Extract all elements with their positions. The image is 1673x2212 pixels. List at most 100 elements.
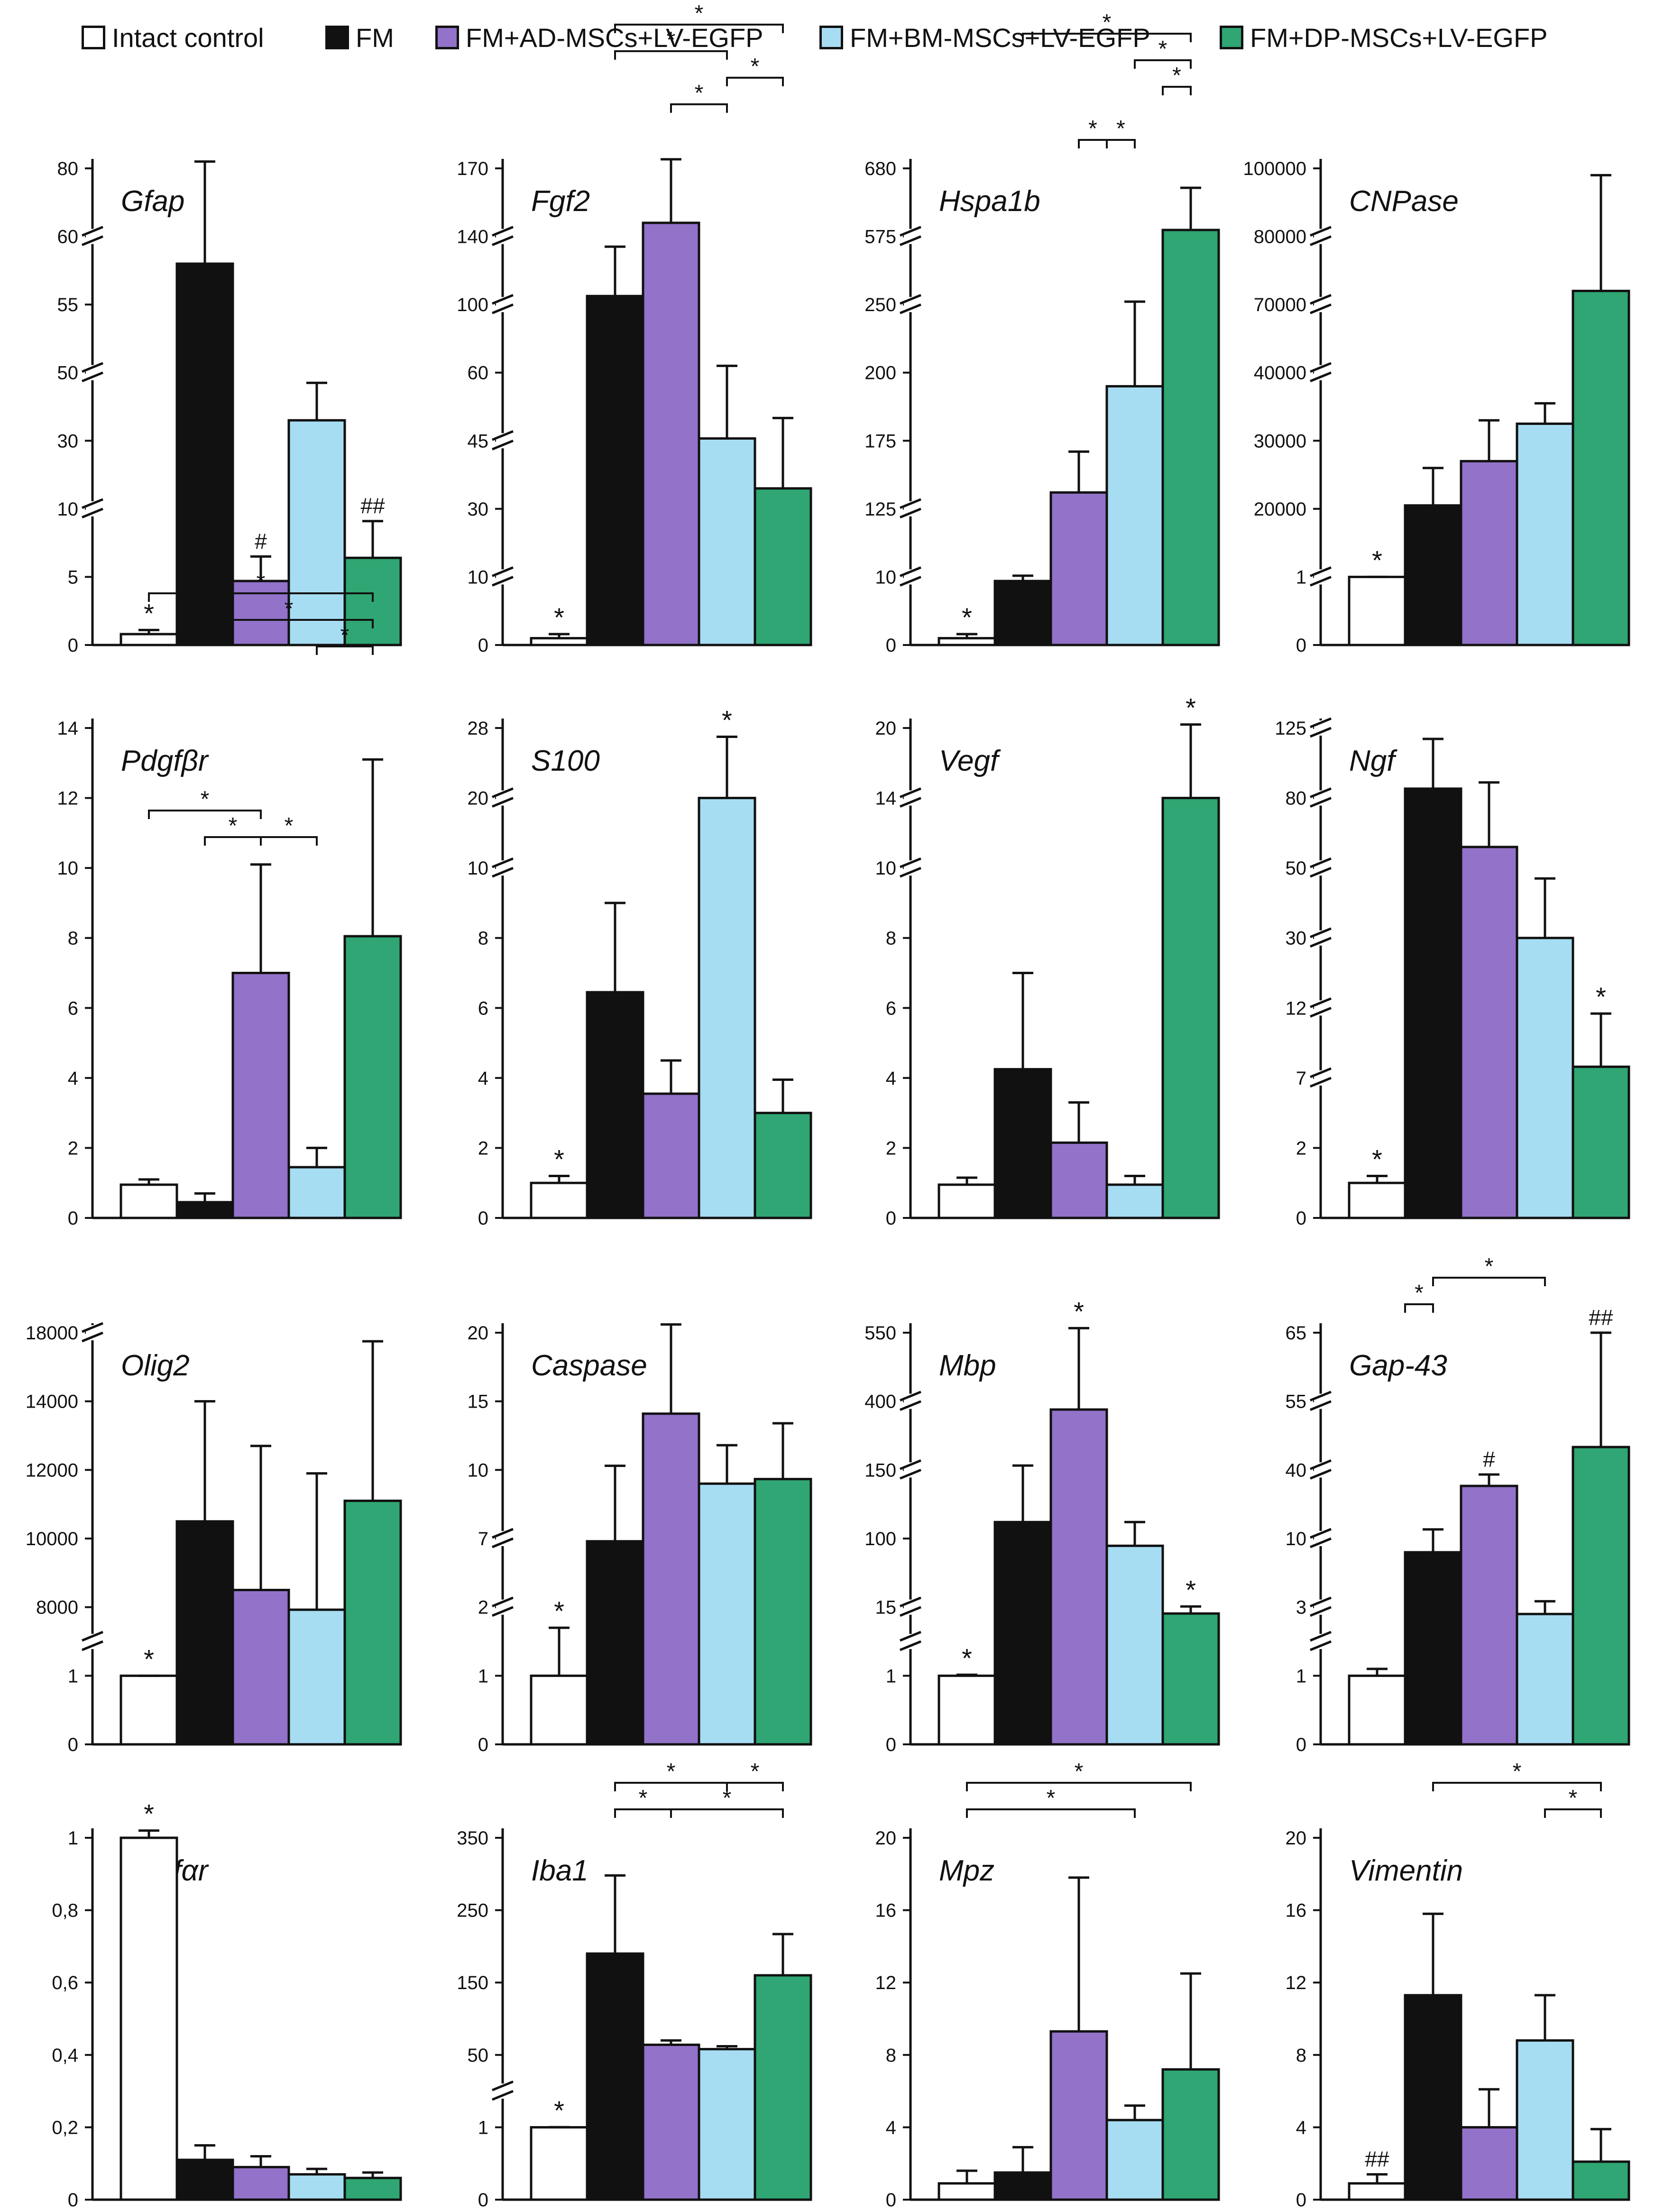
legend-swatch-intact-control bbox=[82, 26, 105, 49]
axis-break-mark bbox=[1310, 1631, 1332, 1642]
axis-break-mark bbox=[492, 226, 514, 237]
bracket-label: * bbox=[1088, 116, 1097, 141]
y-tick-label: 1 bbox=[1296, 567, 1306, 588]
significance-bracket bbox=[1432, 1277, 1546, 1286]
y-tick-label: 0,4 bbox=[52, 2045, 78, 2066]
chart-title: Caspase bbox=[531, 1349, 647, 1382]
axis-break-mark bbox=[1310, 997, 1332, 1008]
axis-break-mark bbox=[1310, 235, 1332, 246]
bracket-label: * bbox=[639, 1786, 648, 1811]
chart-title: Fgf2 bbox=[531, 185, 590, 218]
axis-break-mark bbox=[492, 857, 514, 868]
bar-3 bbox=[1460, 1484, 1518, 1746]
axis-break-mark bbox=[82, 1331, 103, 1343]
y-tick-label: 14000 bbox=[26, 1392, 78, 1412]
y-tick-label: 150 bbox=[457, 1972, 488, 1993]
axis-break-mark bbox=[900, 1631, 921, 1642]
y-tick-label: 8 bbox=[886, 2045, 896, 2066]
chart-title: Ngf bbox=[1349, 745, 1397, 777]
significance-mark: * bbox=[144, 1644, 154, 1674]
y-tick-label: 0 bbox=[886, 1208, 896, 1229]
y-tick-label: 10 bbox=[1286, 1529, 1307, 1549]
bar-1 bbox=[120, 1183, 178, 1219]
y-tick-label: 5 bbox=[68, 567, 78, 588]
bar-4 bbox=[287, 2173, 346, 2201]
chart-ngf: 0 2 7 12 30 50 80 125 Ngf * * bbox=[1275, 717, 1630, 1229]
bar-2 bbox=[993, 1521, 1052, 1746]
y-tick-label: 60 bbox=[468, 363, 489, 384]
significance-mark: * bbox=[962, 1643, 972, 1673]
axis-break-mark bbox=[900, 857, 921, 868]
y-tick-label: 550 bbox=[864, 1323, 896, 1344]
chart-title: S100 bbox=[531, 745, 600, 777]
significance-mark: ## bbox=[1589, 1305, 1613, 1330]
bar-4 bbox=[698, 1482, 756, 1746]
significance-mark: # bbox=[1483, 1447, 1495, 1472]
significance-bracket bbox=[1162, 86, 1192, 95]
chart-mbp: 0 1 15 100 150 400 550 Mbp * * * bbox=[864, 1296, 1220, 1755]
legend-item-bm-mscs: FM+BM-MSCs+LV-EGFP bbox=[819, 21, 1150, 54]
y-tick-label: 28 bbox=[468, 718, 489, 739]
bar-4 bbox=[287, 419, 346, 646]
y-tick-label: 150 bbox=[864, 1460, 896, 1481]
significance-mark: * bbox=[1372, 1144, 1382, 1174]
y-tick-label: 100 bbox=[457, 295, 488, 315]
axis-break-mark bbox=[900, 1391, 921, 1401]
y-tick-label: 8 bbox=[478, 928, 488, 949]
legend-swatch-ad-mscs bbox=[435, 26, 459, 49]
axis-break-mark bbox=[900, 1469, 921, 1480]
axis-break-mark bbox=[1310, 1400, 1332, 1411]
significance-bracket bbox=[670, 1808, 784, 1818]
chart-s100: 0 2 4 6 8 10 20 28 S100 * * bbox=[468, 705, 812, 1229]
y-tick-label: 0,8 bbox=[52, 1900, 78, 1921]
bracket-label: * bbox=[1047, 1786, 1056, 1811]
y-tick-label: 2 bbox=[886, 1138, 896, 1159]
bracket-label: * bbox=[667, 1759, 676, 1784]
axis-break-mark bbox=[900, 303, 921, 314]
y-tick-label: 12000 bbox=[26, 1460, 78, 1481]
y-tick-label: 2 bbox=[1296, 1138, 1306, 1159]
y-tick-label: 0 bbox=[1296, 1734, 1306, 1755]
y-tick-label: 14 bbox=[57, 718, 79, 739]
legend-item-intact-control: Intact control bbox=[82, 21, 264, 54]
y-tick-label: 0 bbox=[1296, 1208, 1306, 1229]
y-tick-label: 10 bbox=[57, 499, 79, 520]
y-tick-label: 140 bbox=[457, 227, 488, 248]
y-tick-label: 0 bbox=[886, 2190, 896, 2211]
bar-1 bbox=[938, 1183, 996, 1219]
axis-break-mark bbox=[82, 1322, 103, 1333]
chart-vegf: 0 2 4 6 8 10 14 20 Vegf * bbox=[875, 693, 1220, 1229]
significance-bracket bbox=[1022, 33, 1192, 42]
chart-title: Hspa1b bbox=[939, 185, 1040, 218]
significance-mark: * bbox=[1372, 545, 1382, 575]
y-tick-label: 0 bbox=[1296, 635, 1306, 656]
y-tick-label: 65 bbox=[1286, 1323, 1307, 1344]
bar-5 bbox=[1161, 797, 1220, 1219]
y-tick-label: 3 bbox=[1296, 1597, 1306, 1618]
y-tick-label: 250 bbox=[864, 295, 896, 315]
y-tick-label: 125 bbox=[864, 499, 896, 520]
bar-4 bbox=[287, 1166, 346, 1219]
bar-3 bbox=[642, 2043, 700, 2201]
y-tick-label: 8 bbox=[886, 928, 896, 949]
bar-4 bbox=[1105, 2119, 1164, 2201]
y-tick-label: 1 bbox=[68, 1666, 78, 1687]
bar-5 bbox=[754, 1112, 812, 1219]
legend-item-fm: FM bbox=[325, 21, 394, 54]
significance-mark: * bbox=[554, 1596, 564, 1626]
axis-break-mark bbox=[1310, 294, 1332, 305]
y-tick-label: 6 bbox=[886, 998, 896, 1019]
y-tick-label: 30000 bbox=[1254, 431, 1306, 452]
y-tick-label: 80000 bbox=[1254, 227, 1306, 248]
chart-mpz: 0 4 8 12 16 20 Mpz * * bbox=[875, 1759, 1220, 2211]
axis-break-mark bbox=[82, 1640, 103, 1651]
significance-bracket bbox=[260, 836, 318, 846]
bar-3 bbox=[231, 2166, 290, 2201]
axis-break-mark bbox=[1310, 566, 1332, 577]
bar-4 bbox=[1105, 1544, 1164, 1746]
axis-break-mark bbox=[492, 866, 514, 878]
legend-label: FM+DP-MSCs+LV-EGFP bbox=[1250, 22, 1548, 53]
y-tick-label: 1 bbox=[886, 1666, 896, 1687]
